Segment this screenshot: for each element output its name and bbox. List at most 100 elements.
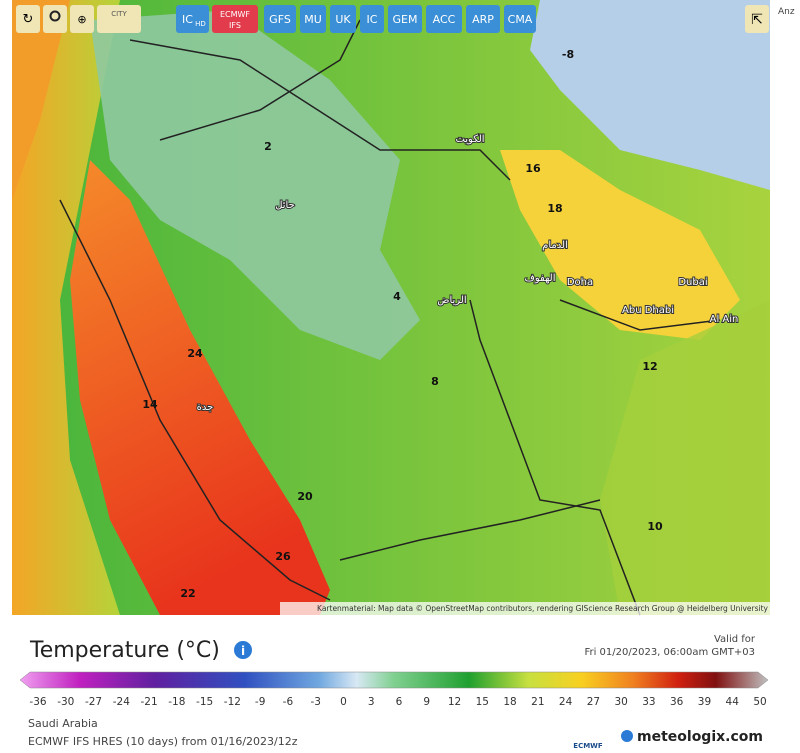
place-label: الدمام — [542, 240, 568, 251]
model-button[interactable] — [426, 5, 462, 33]
model-button[interactable] — [466, 5, 500, 33]
temperature-label: 4 — [393, 290, 401, 303]
zoom-button[interactable] — [70, 5, 94, 33]
land-nw — [12, 0, 70, 200]
temperature-label: 10 — [647, 520, 663, 533]
scale-label: 12 — [448, 696, 461, 708]
info-button[interactable] — [234, 641, 252, 659]
attribution: Kartenmaterial: Map data © OpenStreetMap… — [317, 604, 769, 613]
zoom-icon: ⊕ — [77, 13, 86, 26]
temperature-label: 24 — [187, 347, 203, 360]
place-label: Doha — [567, 277, 593, 288]
city-button[interactable] — [97, 5, 141, 33]
model-button[interactable] — [504, 5, 536, 33]
place-label: جدة — [197, 402, 214, 413]
city-label: CITY — [111, 10, 127, 18]
model-label: MU — [304, 13, 322, 26]
scale-label: -24 — [113, 696, 130, 708]
model-label: IC — [182, 13, 193, 26]
scale-label: 9 — [423, 696, 430, 708]
model-button[interactable] — [264, 5, 296, 33]
model-button[interactable] — [360, 5, 384, 33]
share-icon: ⇱ — [751, 12, 763, 28]
scale-label: 27 — [587, 696, 600, 708]
model-label: CMA — [508, 13, 533, 26]
side-text: Anz — [778, 7, 795, 17]
valid-time: Fri 01/20/2023, 06:00am GMT+03 — [584, 647, 755, 658]
info-icon: i — [241, 644, 245, 658]
temperature-label: 12 — [642, 360, 657, 373]
temperature-label: 26 — [275, 550, 291, 563]
model-label: ARP — [472, 13, 494, 26]
color-bar — [19, 671, 769, 689]
place-label: حائل — [275, 200, 295, 211]
scale-label: -18 — [168, 696, 185, 708]
temperature-label: -8 — [562, 48, 574, 61]
temperature-label: 14 — [142, 398, 158, 411]
scale-label: 21 — [531, 696, 544, 708]
scale-label: -30 — [57, 696, 74, 708]
temperature-label: 20 — [297, 490, 313, 503]
temperature-label: 22 — [180, 587, 195, 600]
scale-label: 50 — [753, 696, 766, 708]
scale-label: 39 — [698, 696, 711, 708]
brand: meteologix.com — [637, 729, 763, 745]
scale-label: 0 — [340, 696, 347, 708]
scale-label: 33 — [642, 696, 655, 708]
place-label: الهفوف — [524, 273, 555, 284]
place-label: Al Ain — [710, 314, 739, 325]
scale-label: -6 — [283, 696, 294, 708]
model-label: GEM — [393, 13, 418, 26]
model-button[interactable] — [176, 5, 209, 33]
scale-label: 30 — [614, 696, 627, 708]
location-icon — [49, 10, 61, 22]
place-label: Dubai — [678, 277, 707, 288]
scale-label: -12 — [224, 696, 241, 708]
scale-label: -36 — [29, 696, 46, 708]
scale-label: -3 — [310, 696, 320, 708]
scale-label: -15 — [196, 696, 213, 708]
location-button[interactable] — [43, 5, 67, 33]
model-run: ECMWF IFS HRES (10 days) from 01/16/2023… — [28, 735, 298, 748]
ecmwf-logo: ECMWF — [573, 742, 603, 750]
land-west — [12, 0, 120, 615]
reload-button[interactable] — [16, 5, 40, 33]
cold-region — [530, 0, 770, 190]
share-button[interactable] — [745, 5, 769, 33]
scale-label: -27 — [85, 696, 102, 708]
model-button[interactable] — [300, 5, 326, 33]
temperature-label: 16 — [525, 162, 541, 175]
attribution-bg — [280, 602, 770, 615]
scale-label: -21 — [140, 696, 157, 708]
scale-label: 24 — [559, 696, 573, 708]
scale-label: -9 — [255, 696, 265, 708]
temperature-label: 2 — [264, 140, 272, 153]
scale-label: 18 — [503, 696, 516, 708]
scale-label: 36 — [670, 696, 684, 708]
temperature-label: 18 — [547, 202, 562, 215]
place-label: الكويت — [455, 134, 484, 145]
model-button[interactable] — [388, 5, 422, 33]
model-label: ACC — [433, 13, 456, 26]
model-label: UK — [335, 13, 351, 26]
gulf-warm — [500, 150, 740, 340]
region: Saudi Arabia — [28, 717, 98, 730]
place-label: Abu Dhabi — [622, 305, 674, 316]
place-label: الرياض — [437, 295, 466, 306]
scale-label: 6 — [396, 696, 403, 708]
valid-label: Valid for — [714, 634, 756, 645]
model-label: ECMWF — [220, 10, 250, 19]
model-button[interactable] — [330, 5, 356, 33]
scale-label: 15 — [476, 696, 489, 708]
temperature-label: 8 — [431, 375, 439, 388]
legend-title: Temperature (°C) — [29, 638, 220, 663]
model-label: GFS — [269, 13, 291, 26]
red-sea — [70, 160, 330, 615]
scale-label: 3 — [368, 696, 375, 708]
model-button[interactable] — [212, 5, 258, 33]
cool-highland — [90, 10, 420, 360]
scale-label: 44 — [726, 696, 740, 708]
